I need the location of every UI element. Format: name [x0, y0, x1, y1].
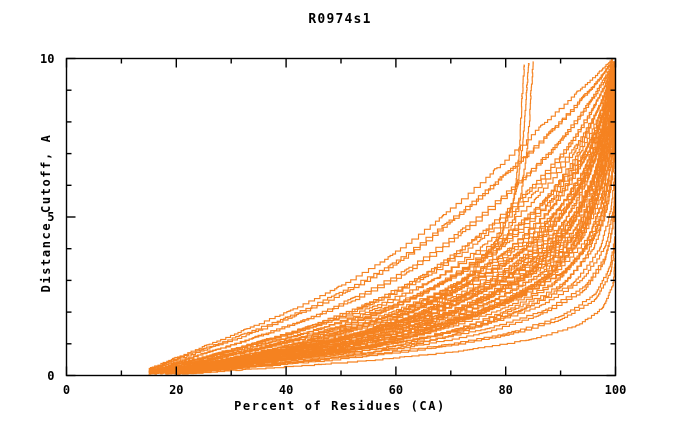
- y-tick-label: 0: [47, 368, 55, 383]
- series-line: [154, 60, 615, 371]
- y-tick-label: 5: [47, 210, 55, 224]
- x-tick-label: 40: [278, 382, 294, 397]
- series-line: [148, 59, 614, 370]
- x-axis-label: Percent of Residues (CA): [234, 399, 446, 413]
- series-line: [148, 58, 613, 370]
- series-line: [148, 63, 616, 372]
- series-layer: [148, 58, 616, 375]
- x-tick-label: 80: [498, 382, 513, 397]
- chart-title: R0974s1: [308, 12, 372, 27]
- series-line: [148, 66, 616, 373]
- series-line: [170, 159, 616, 375]
- series-line: [154, 61, 616, 372]
- series-line: [157, 93, 616, 374]
- x-tick-label: 60: [388, 382, 404, 397]
- series-line: [148, 90, 616, 373]
- series-line: [148, 61, 614, 372]
- x-tick-label: 20: [169, 382, 184, 397]
- series-line: [181, 185, 616, 375]
- series-line: [159, 62, 616, 372]
- x-tick-label: 0: [62, 382, 71, 397]
- series-line: [148, 65, 616, 372]
- y-tick-label: 10: [40, 51, 55, 66]
- series-line: [159, 66, 616, 374]
- series-line: [148, 77, 616, 373]
- tick-layer: [65, 57, 617, 377]
- x-tick-label: 100: [604, 382, 627, 397]
